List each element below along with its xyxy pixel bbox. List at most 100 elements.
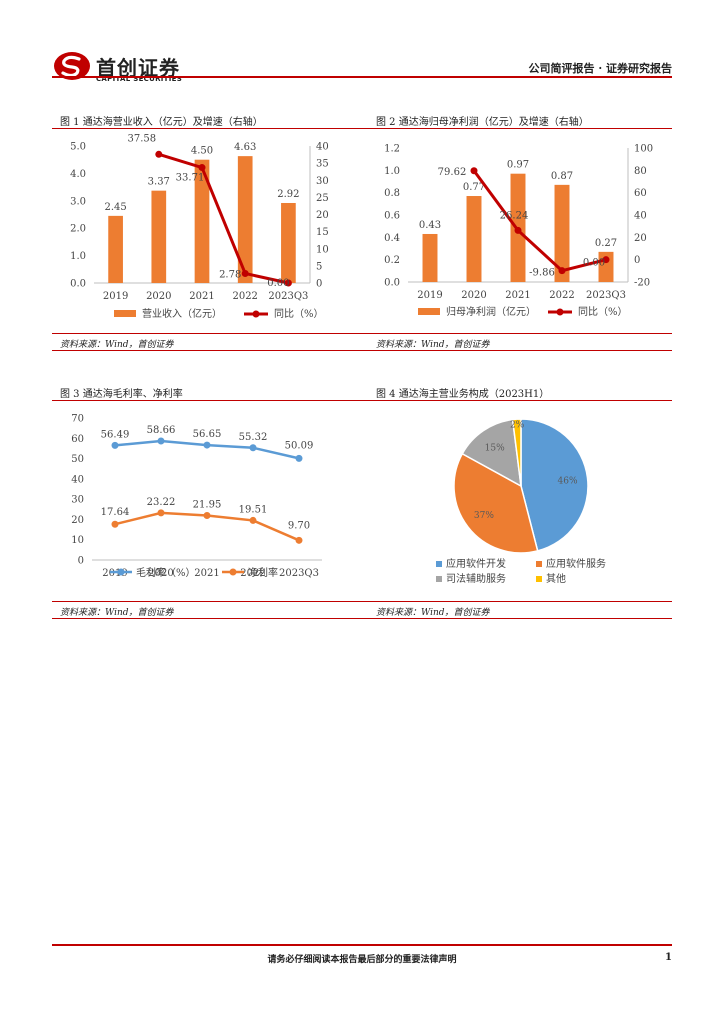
- growth-point: [198, 164, 206, 172]
- y-tick-label: 50: [71, 454, 84, 465]
- y2-tick-label: 35: [316, 159, 329, 170]
- legend-net-marker: [229, 568, 237, 576]
- legend-gross-label: 毛利率（%）: [136, 566, 196, 579]
- legend-label: 应用软件服务: [546, 557, 606, 570]
- legend-bar-swatch: [418, 308, 440, 315]
- y-tick-label: 70: [71, 414, 84, 425]
- legend-bar-label: 归母净利润（亿元）: [446, 305, 536, 318]
- y-tick-label: 1.0: [70, 251, 86, 262]
- y-tick-label: 5.0: [70, 142, 86, 153]
- figure-4-title: 图 4 通达海主营业务构成（2023H1）: [376, 389, 550, 400]
- row2-source-rule: [52, 618, 672, 619]
- growth-point: [284, 279, 292, 287]
- bar-data-label: 0.27: [595, 238, 617, 249]
- series-point: [111, 520, 119, 528]
- y2-tick-label: 20: [316, 210, 329, 221]
- series-data-label: 58.66: [147, 425, 176, 436]
- bar: [466, 196, 482, 282]
- series-point: [157, 437, 165, 445]
- x-tick-label: 2019: [103, 291, 128, 302]
- figure-1-revenue-chart: 0.0 1.0 2.0 3.0 4.0 5.0 0 5 10 15 20 25 30 35 40 2019 20…: [70, 133, 329, 320]
- row1-chart-rule: [52, 333, 672, 334]
- y2-tick-label: 0: [634, 255, 640, 266]
- figure-1-title: 图 1 通达海营业收入（亿元）及增速（右轴）: [60, 117, 263, 128]
- pie-slice: [453, 452, 539, 554]
- growth-point: [470, 167, 478, 175]
- y-tick-label: 30: [71, 495, 84, 506]
- bar: [151, 190, 167, 283]
- legend-line-label: 同比（%）: [578, 306, 628, 318]
- figure-4-source: 资料来源：Wind，首创证券: [376, 608, 490, 618]
- figure-3-source: 资料来源：Wind，首创证券: [60, 608, 174, 618]
- header-rule: [52, 76, 672, 78]
- growth-point: [558, 267, 566, 275]
- legend-bar-swatch: [114, 310, 136, 317]
- bar-data-label: 3.37: [148, 177, 170, 188]
- series-data-label: 21.95: [193, 499, 222, 510]
- growth-point: [602, 256, 610, 264]
- series-data-label: 17.64: [101, 507, 130, 518]
- figure-2-net-profit-chart: 0.0 0.2 0.4 0.6 0.8 1.0 1.2 -20 0 20 40 60 80 100 2019…: [384, 144, 653, 319]
- legend-line-label: 同比（%）: [274, 308, 324, 320]
- y-tick-label: 3.0: [70, 196, 86, 207]
- y-tick-label: 40: [71, 474, 84, 485]
- x-tick-label: 2020: [461, 290, 486, 301]
- series-data-label: 50.09: [285, 440, 314, 451]
- y-tick-label: 1.0: [384, 166, 400, 177]
- y-tick-label: 0.2: [384, 255, 400, 266]
- legend-swatch: [436, 561, 442, 567]
- y2-tick-label: 25: [316, 193, 329, 204]
- footer-rule: [52, 944, 672, 946]
- legend-label: 司法辅助服务: [446, 572, 506, 585]
- y-tick-label: 20: [71, 515, 84, 526]
- page-number: 1: [665, 952, 672, 963]
- bar: [554, 184, 570, 282]
- y-tick-label: 2.0: [70, 224, 86, 235]
- growth-point: [514, 226, 522, 234]
- x-tick-label: 2021: [505, 290, 530, 301]
- x-tick-label: 2022: [240, 568, 265, 579]
- figure-3-margin-chart: 0 10 20 30 40 50 60 70 56.49 58.66 56.65 55.32 50.09…: [71, 414, 322, 579]
- pie-data-label: 2%: [510, 420, 525, 430]
- series-point: [111, 441, 119, 449]
- document-type: 公司简评报告 · 证券研究报告: [528, 62, 673, 75]
- y2-tick-label: 80: [634, 166, 647, 177]
- growth-data-label: 0.00: [583, 258, 605, 269]
- y2-tick-label: 20: [634, 233, 647, 244]
- y-tick-label: 1.2: [384, 144, 400, 155]
- y-tick-label: 60: [71, 434, 84, 445]
- series-data-label: 9.70: [288, 520, 310, 531]
- growth-point: [241, 269, 249, 277]
- series-data-label: 55.32: [239, 432, 268, 443]
- pie-data-label: 37%: [474, 511, 494, 521]
- x-tick-label: 2020: [148, 568, 173, 579]
- y-tick-label: 0.4: [384, 233, 400, 244]
- growth-data-label: 2.78: [219, 269, 241, 280]
- legend-swatch: [536, 561, 542, 567]
- legal-notice: 请务必仔细阅读本报告最后部分的重要法律声明: [267, 955, 457, 965]
- x-tick-label: 2023Q3: [279, 568, 319, 579]
- row2-chart-rule: [52, 601, 672, 602]
- bar-data-label: 0.77: [463, 182, 485, 193]
- y2-tick-label: 30: [316, 176, 329, 187]
- series-point: [157, 509, 165, 517]
- y2-tick-label: 40: [634, 211, 647, 222]
- bar: [422, 233, 438, 282]
- legend-net-label: 净利率: [248, 566, 278, 579]
- series-data-label: 23.22: [147, 497, 176, 508]
- series-data-label: 56.49: [101, 429, 130, 440]
- x-tick-label: 2022: [232, 291, 257, 302]
- y-tick-label: 0.0: [384, 278, 400, 289]
- growth-data-label: 33.71: [176, 173, 205, 184]
- bar-data-label: 4.50: [191, 146, 213, 157]
- y-tick-label: 0: [78, 556, 84, 567]
- figure-2-source: 资料来源：Wind，首创证券: [376, 340, 490, 350]
- row2-title-rule: [52, 400, 672, 401]
- growth-data-label: -9.86: [529, 268, 555, 279]
- series-point: [249, 516, 257, 524]
- x-tick-label: 2019: [102, 568, 127, 579]
- legend-swatch: [536, 576, 542, 582]
- x-tick-label: 2023Q3: [586, 290, 626, 301]
- row1-source-rule: [52, 350, 672, 351]
